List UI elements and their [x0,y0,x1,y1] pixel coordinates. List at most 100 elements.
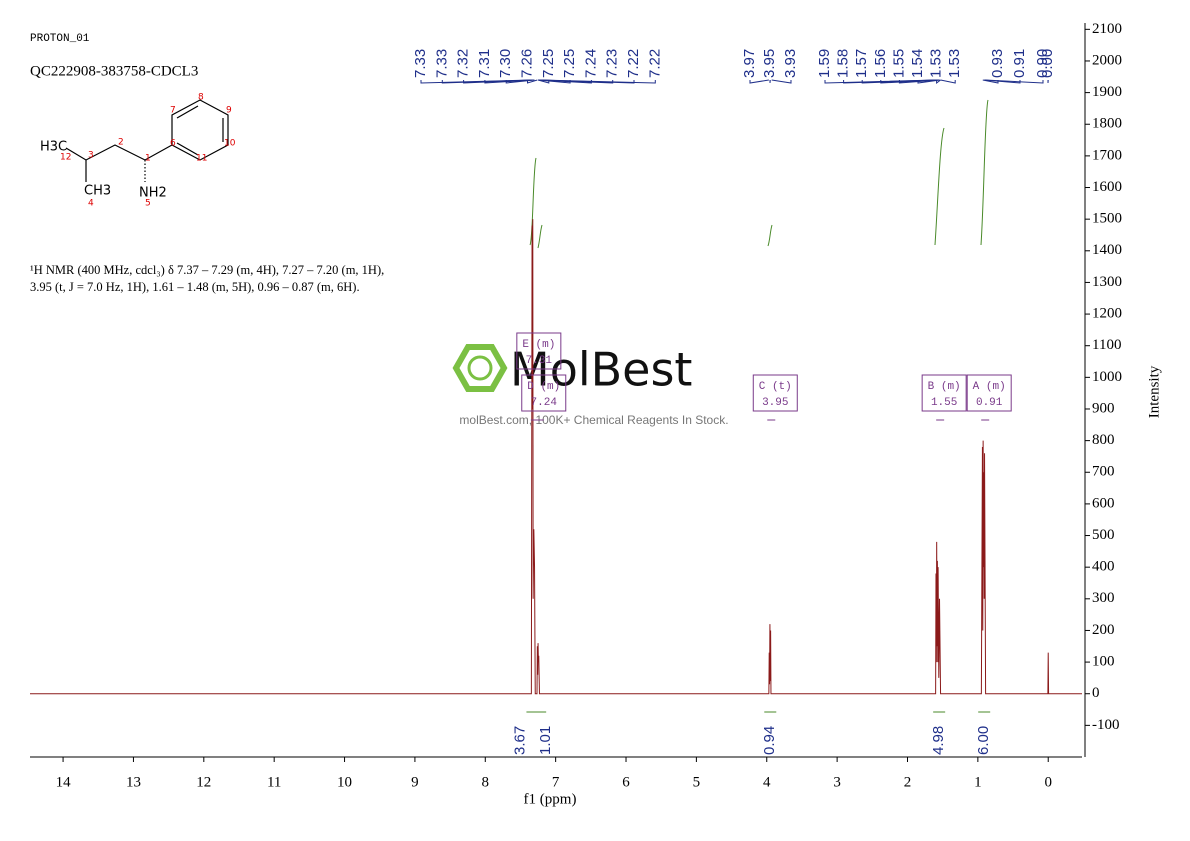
peak-label: 7.32 [455,49,472,78]
peak-label: 1.55 [890,49,907,78]
x-tick-label: 2 [904,774,912,790]
peak-label: 7.31 [476,49,493,78]
y-tick-label: 2000 [1092,52,1122,68]
peak-label: 1.53 [928,49,945,78]
multiplet-name: A (m) [973,381,1006,393]
multiplet-box [921,374,967,412]
peak-label: 1.56 [872,49,889,78]
atom-label: 7 [170,106,176,116]
multiplet-name: C (t) [759,381,792,393]
x-tick-label: 5 [693,774,701,790]
y-tick-label: 2100 [1092,21,1122,37]
peak-connector [880,79,939,84]
peak-label: 3.95 [761,49,778,78]
peak-label: 1.53 [946,49,963,78]
peak-label: 7.23 [604,49,621,78]
multiplet-box [752,374,798,412]
peak-label: 3.97 [741,49,758,78]
y-tick-label: 1800 [1092,116,1122,132]
atom-label: CH3 [84,184,111,199]
peak-label: 0.93 [989,49,1006,78]
peak-connector [984,79,1044,84]
peak-connector [527,79,538,84]
integral-label: 6.00 [975,726,992,755]
peak-label: 7.26 [518,49,535,78]
peak-label: 0.91 [1011,49,1028,78]
peak-label: 7.33 [412,49,429,78]
integral-label: 3.67 [511,726,528,755]
x-axis-label: f1 (ppm) [524,791,577,807]
x-tick-label: 0 [1044,774,1052,790]
peak-connector [940,79,956,84]
atom-label: 1 [145,154,151,164]
multiplet-shift: 7.31 [526,355,553,367]
peak-label: 7.30 [497,49,514,78]
y-tick-label: 0 [1092,685,1100,701]
atom-label: 2 [118,138,124,148]
peak-label: 7.25 [561,49,578,78]
peak-label: 7.22 [625,49,642,78]
y-tick-label: 1700 [1092,147,1122,163]
y-tick-label: 1300 [1092,274,1122,290]
multiplet-name: D (m) [527,381,560,393]
multiplet-shift: 0.91 [976,397,1003,409]
integral-curves [529,99,989,249]
y-tick-label: 1100 [1092,337,1121,353]
peak-connector [936,79,941,85]
y-tick-label: 900 [1092,400,1115,416]
x-tick-label: 4 [763,774,771,790]
integral-label: 0.94 [761,726,778,755]
y-tick-label: 600 [1092,495,1115,511]
peak-label: 1.57 [853,49,870,78]
x-tick-label: 3 [833,774,841,790]
spectrum [30,219,1082,695]
x-tick-label: 10 [337,774,352,790]
x-tick-label: 9 [411,774,419,790]
x-tick-label: 7 [552,774,560,790]
watermark: MolBest molBest.com, 100K+ Chemical Reag… [452,343,729,427]
peak-connector [484,79,534,84]
x-tick-label: 1 [974,774,982,790]
sample-name: QC222908-383758-CDCL3 [30,63,198,79]
peak-connector [505,79,535,84]
y-tick-label: 100 [1092,654,1115,670]
atom-label: 3 [88,151,94,161]
atom-label: 11 [196,154,207,164]
peak-label: 7.22 [646,49,663,78]
logo-ring [467,355,493,381]
y-tick-label: 700 [1092,464,1115,480]
x-tick-label: 12 [196,774,211,790]
atom-label: 6 [170,139,176,149]
y-tick-label: 400 [1092,559,1115,575]
x-tick-label: 6 [622,774,630,790]
y-tick-label: 300 [1092,590,1115,606]
logo [452,344,508,392]
peak-label: 7.33 [433,49,450,78]
y-axis-label: Intensity [1146,365,1162,418]
integral-label: 1.01 [537,726,554,755]
multiplet-shift: 3.95 [762,397,788,409]
x-tick-label: 14 [56,774,72,790]
peak-connector [917,79,940,84]
atom-label: 4 [88,199,94,209]
multiplet-shift: 1.55 [931,397,957,409]
multiplet-box [521,374,567,412]
multiplet-name: B (m) [928,381,961,393]
y-tick-label: 200 [1092,622,1115,638]
y-tick-label: 1500 [1092,211,1122,227]
peak-label: 1.54 [909,49,926,78]
y-tick-label: 1000 [1092,369,1122,385]
peak-label: 0.90 [1034,49,1051,78]
integral-label: 4.98 [930,726,947,755]
atom-label: 12 [60,153,71,163]
peak-connector [771,79,792,84]
description: ¹H NMR (400 MHz, cdcl₃) δ 7.37 – 7.29 (m… [30,263,385,294]
watermark-tagline: molBest.com, 100K+ Chemical Reagents In … [459,413,728,427]
y-tick-label: 1400 [1092,242,1122,258]
x-tick-label: 11 [267,774,281,790]
y-tick-label: 800 [1092,432,1115,448]
peak-label: 0.00 [1039,49,1056,78]
atom-label: H3C [40,140,67,155]
